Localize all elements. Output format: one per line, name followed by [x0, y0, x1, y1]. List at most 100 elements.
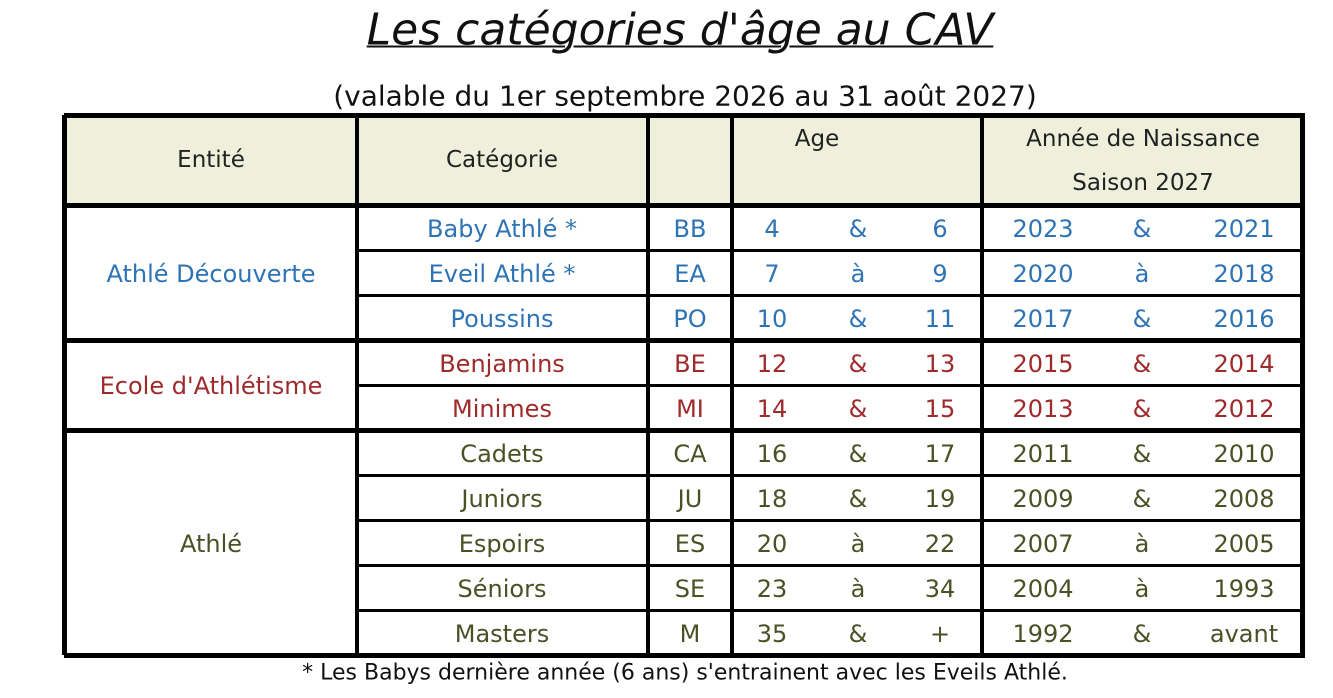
grid-line — [646, 115, 650, 655]
title: Les catégories d'âge au CAV — [366, 4, 994, 56]
cell: 2017 — [1012, 304, 1074, 333]
cell: 15 — [924, 394, 956, 423]
cell: 2004 — [1012, 574, 1074, 603]
grid-line — [980, 115, 984, 655]
cell: 7 — [764, 259, 780, 288]
entity: Athlé — [179, 529, 243, 558]
grid-line — [357, 473, 1302, 477]
cell: Eveil Athlé * — [428, 259, 576, 288]
cell: 2010 — [1213, 439, 1275, 468]
entity: Ecole d'Athlétisme — [99, 372, 323, 400]
cell: Juniors — [461, 484, 543, 513]
cell: & — [848, 214, 868, 243]
grid-line — [64, 337, 1305, 343]
grid-line — [64, 112, 1305, 118]
cell: MI — [676, 394, 704, 423]
cell: 2009 — [1012, 484, 1074, 513]
cell: & — [1132, 214, 1152, 243]
cell: 2021 — [1213, 214, 1275, 243]
cell: & — [848, 349, 868, 378]
cell: & — [1132, 484, 1152, 513]
cell: 35 — [756, 619, 788, 648]
cell: EA — [674, 259, 706, 288]
cell: 10 — [756, 304, 788, 333]
subtitle: (valable du 1er septembre 2026 au 31 aoû… — [333, 79, 1037, 113]
cell: & — [848, 304, 868, 333]
cell: Minimes — [452, 394, 552, 423]
grid-line — [64, 427, 1305, 433]
cell: & — [848, 619, 868, 648]
cell: 20 — [756, 529, 788, 558]
cell: BE — [674, 349, 706, 378]
cell: à — [1134, 529, 1150, 558]
cell: 13 — [924, 349, 956, 378]
cell: 1993 — [1213, 574, 1275, 603]
cell: 9 — [932, 259, 948, 288]
cell: Baby Athlé * — [427, 214, 577, 243]
cell: + — [929, 619, 951, 648]
cell: ES — [674, 529, 706, 558]
header: Entité — [177, 147, 245, 173]
cell: 18 — [756, 484, 788, 513]
cell: & — [1132, 394, 1152, 423]
cell: & — [1132, 619, 1152, 648]
cell: 11 — [924, 304, 956, 333]
entity: Athlé Découverte — [106, 259, 316, 288]
cell: 4 — [764, 214, 780, 243]
cell: 17 — [924, 439, 956, 468]
cell: à — [850, 574, 866, 603]
header: Saison 2027 — [1072, 170, 1214, 196]
cell: & — [848, 484, 868, 513]
cell: à — [1134, 574, 1150, 603]
grid-line — [357, 518, 1302, 522]
grid-line — [61, 115, 67, 655]
grid-line — [64, 652, 1305, 658]
header: Age — [794, 126, 840, 152]
cell: 2012 — [1213, 394, 1275, 423]
cell: 22 — [924, 529, 956, 558]
cell: & — [848, 394, 868, 423]
header: Catégorie — [446, 147, 558, 173]
cell: 6 — [932, 214, 948, 243]
grid-line — [357, 248, 1302, 252]
cell: 2023 — [1012, 214, 1074, 243]
grid-line — [730, 115, 734, 655]
grid-line — [357, 293, 1302, 297]
cell: Poussins — [450, 304, 554, 333]
right-border — [1302, 115, 1305, 655]
grid-line — [355, 115, 359, 655]
cell: & — [1132, 439, 1152, 468]
cell: à — [850, 259, 866, 288]
cell: Cadets — [460, 439, 544, 468]
cell: & — [1132, 349, 1152, 378]
grid-line — [357, 608, 1302, 612]
cell: 2011 — [1012, 439, 1074, 468]
cell: Benjamins — [439, 349, 565, 378]
cell: avant — [1209, 619, 1279, 648]
cell: 2015 — [1012, 349, 1074, 378]
cell: JU — [677, 484, 703, 513]
cell: 2016 — [1213, 304, 1275, 333]
grid-line — [357, 563, 1302, 567]
cell: à — [1134, 259, 1150, 288]
cell: 19 — [924, 484, 956, 513]
cell: Masters — [454, 619, 550, 648]
cell: 16 — [756, 439, 788, 468]
header: Année de Naissance — [1026, 126, 1260, 152]
footnote: * Les Babys dernière année (6 ans) s'ent… — [302, 660, 1068, 686]
cell: 34 — [924, 574, 956, 603]
cell: 2018 — [1213, 259, 1275, 288]
cell: & — [848, 439, 868, 468]
cell: 2014 — [1213, 349, 1275, 378]
cell: Espoirs — [458, 529, 546, 558]
cell: 2007 — [1012, 529, 1074, 558]
cell: 23 — [756, 574, 788, 603]
cell: 1992 — [1012, 619, 1074, 648]
cell: 12 — [756, 349, 788, 378]
grid-line — [357, 383, 1302, 387]
cell: SE — [674, 574, 706, 603]
grid-line — [64, 202, 1305, 208]
cell: BB — [673, 214, 707, 243]
cell: à — [850, 529, 866, 558]
